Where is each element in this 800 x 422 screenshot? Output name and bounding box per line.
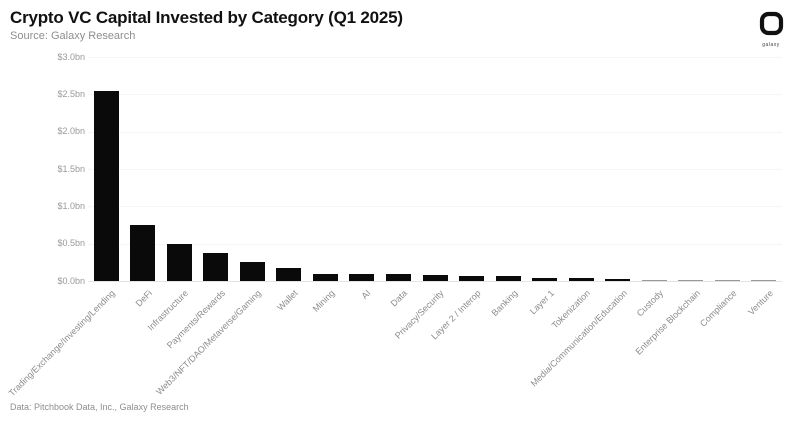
x-tick-label: Wallet [275, 288, 300, 313]
bar-wallet [276, 268, 302, 281]
bar-ai [349, 274, 375, 281]
galaxy-wordmark: galaxy [762, 42, 780, 48]
y-tick-label: $0.0bn [57, 275, 85, 286]
bar-tokenization [568, 278, 594, 281]
chart-subtitle: Source: Galaxy Research [10, 30, 136, 42]
gridline [88, 57, 782, 58]
y-tick-label: $2.0bn [57, 126, 85, 137]
bar-payments-rewards [203, 253, 229, 281]
bar-custody [641, 280, 667, 281]
x-tick-label: Enterprise Blockchain [633, 288, 702, 357]
x-tick-label: DeFi [133, 288, 154, 309]
bar-compliance [714, 280, 740, 281]
x-tick-label: AI [359, 288, 374, 302]
bar-web3-nft-dao-metaverse-gaming [239, 262, 265, 281]
bar-mining [312, 274, 338, 281]
gridline [88, 206, 782, 208]
gridline [88, 131, 782, 133]
data-attribution: Data: Pitchbook Data, Inc., Galaxy Resea… [10, 402, 189, 412]
bar-infrastructure [166, 244, 192, 281]
galaxy-squircle-icon [759, 11, 784, 41]
chart-title: Crypto VC Capital Invested by Category (… [10, 8, 403, 27]
x-tick-label: Trading/Exchange/Investing/Lending [7, 288, 118, 399]
x-tick-label: Custody [634, 288, 666, 319]
x-tick-label: Layer 1 [527, 288, 556, 317]
x-tick-label: Compliance [697, 288, 739, 329]
x-tick-label: Mining [310, 288, 337, 314]
bar-enterprise-blockchain [678, 280, 704, 281]
galaxy-logo: galaxy [754, 11, 788, 48]
y-tick-label: $3.0bn [57, 51, 85, 62]
y-tick-label: $1.5bn [57, 163, 85, 174]
gridline [88, 169, 782, 170]
bar-layer-1 [532, 278, 558, 281]
x-tick-label: Banking [489, 288, 520, 319]
y-tick-label: $0.5bn [57, 238, 85, 249]
bar-layer-2-interop [459, 276, 485, 281]
x-tick-label: Venture [745, 288, 775, 318]
bar-defi [130, 225, 156, 281]
gridline [88, 243, 782, 245]
bar-banking [495, 276, 521, 281]
bar-trading-exchange-investing-lending [93, 91, 119, 281]
x-tick-label: Data [389, 288, 410, 309]
bar-privacy-security [422, 275, 448, 281]
bar-media-communication-education [605, 279, 631, 281]
y-tick-label: $2.5bn [57, 88, 85, 99]
y-tick-label: $1.0bn [57, 200, 85, 211]
gridline [88, 94, 782, 96]
bar-venture [751, 280, 777, 281]
bar-data [385, 274, 411, 281]
x-axis-baseline [88, 281, 782, 282]
